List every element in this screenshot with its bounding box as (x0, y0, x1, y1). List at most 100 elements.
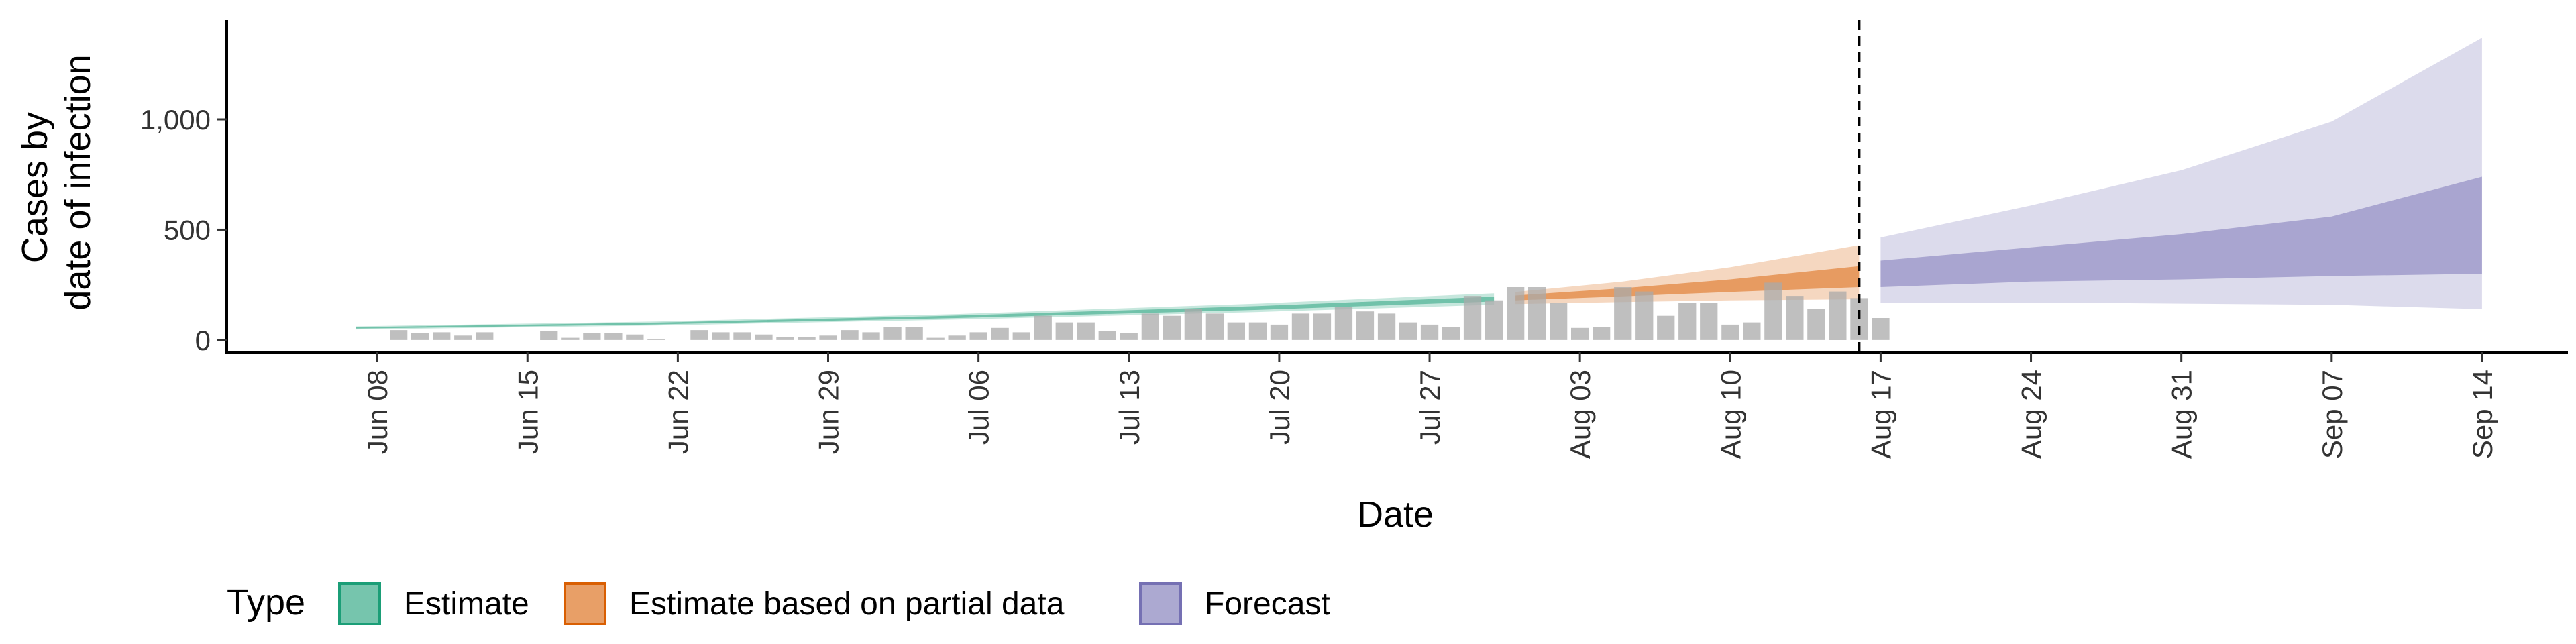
reported-cases-bar (1721, 324, 1739, 340)
x-tick-label: Jul 27 (1414, 370, 1446, 445)
reported-cases-bar (647, 339, 665, 340)
y-tick-label: 1,000 (140, 104, 211, 136)
x-tick-label: Aug 31 (2166, 370, 2198, 459)
reported-cases-bar (776, 337, 794, 340)
y-axis-title-line-1: Cases by (15, 112, 55, 263)
reported-cases-bar (433, 332, 451, 340)
y-axis-title: Cases by date of infection (15, 54, 98, 310)
reported-cases-bar (1420, 324, 1439, 340)
reported-cases-bar (1872, 318, 1890, 340)
reported-cases-bar (1635, 291, 1654, 340)
reported-cases-bar (390, 330, 408, 340)
reported-cases-bar (1141, 313, 1159, 340)
reported-cases-bar (1334, 307, 1353, 340)
legend-swatch-estimate (338, 582, 381, 625)
x-tick-label: Sep 07 (2316, 370, 2348, 459)
estimate-based-on-partial-data-band-50 (1515, 266, 1860, 301)
reported-cases-bar (1550, 303, 1568, 340)
reported-cases-bar (583, 333, 601, 340)
reported-cases-bar (1313, 313, 1332, 340)
x-tick-label: Jun 08 (362, 370, 393, 454)
reported-cases-bar (1184, 309, 1202, 340)
reported-cases-bar (411, 333, 429, 340)
y-tick-label: 0 (195, 325, 211, 356)
reported-cases-bar (1528, 287, 1546, 340)
x-tick-label: Jun 22 (662, 370, 694, 454)
x-axis-title: Date (1357, 494, 1434, 535)
reported-cases-bar (1055, 322, 1073, 340)
legend-swatch-forecast (1139, 582, 1182, 625)
reported-cases-bar (926, 337, 945, 340)
reported-cases-bar (1120, 333, 1138, 340)
reported-cases-bar (755, 334, 773, 340)
reported-cases-bar (1764, 282, 1782, 340)
reported-cases-bar (798, 337, 816, 340)
x-tick-label: Sep 14 (2467, 370, 2498, 459)
reported-cases-bar (476, 332, 494, 340)
reported-cases-bar (1743, 322, 1761, 340)
legend-title: Type (227, 582, 305, 623)
legend-label-estimate: Estimate (404, 586, 529, 622)
legend: Type Estimate Estimate based on partial da… (227, 582, 1330, 625)
y-axis-title-line-2: date of infection (58, 54, 98, 310)
reported-cases-bar (1571, 327, 1589, 340)
reported-cases-bar (1270, 324, 1289, 340)
reported-cases-bar (1356, 311, 1375, 340)
y-tick-label: 500 (164, 214, 211, 246)
reported-cases-bar (561, 337, 580, 340)
x-tick-label: Jul 06 (963, 370, 995, 445)
legend-swatch-estimate-based-on-partial-data (564, 582, 606, 625)
reported-cases-bar (1098, 331, 1116, 340)
x-tick-label: Jun 15 (512, 370, 543, 454)
x-tick-label: Jul 20 (1264, 370, 1295, 445)
reported-cases-bar (626, 334, 644, 340)
reported-cases-bar (1507, 287, 1525, 340)
x-tick-label: Jul 13 (1114, 370, 1145, 445)
reported-cases-bar (862, 332, 880, 340)
reported-cases-bar (540, 331, 558, 340)
reported-cases-bar (712, 332, 730, 340)
legend-label-estimate-based-on-partial-data: Estimate based on partial data (629, 586, 1065, 622)
x-tick-label: Aug 24 (2016, 370, 2047, 459)
reported-cases-bar (1463, 296, 1482, 340)
reported-cases-bar (1678, 303, 1697, 340)
reported-cases-bar (883, 327, 902, 340)
reported-cases-bar (819, 335, 837, 340)
x-tick-label: Jun 29 (813, 370, 845, 454)
reported-cases-bars (390, 282, 1890, 340)
reported-cases-bar (1657, 315, 1675, 340)
reported-cases-bar (1205, 313, 1224, 340)
axes (217, 20, 2568, 362)
reported-cases-bar (1077, 322, 1095, 340)
legend-label-forecast: Forecast (1205, 586, 1330, 622)
reported-cases-bar (454, 335, 472, 340)
reported-cases-bar (1377, 313, 1396, 340)
reported-cases-bar (1614, 287, 1632, 340)
reported-cases-bar (1829, 291, 1847, 340)
reported-cases-bar (1163, 315, 1181, 340)
x-tick-label: Aug 17 (1865, 370, 1896, 459)
reported-cases-bar (1593, 327, 1611, 340)
reported-cases-bar (948, 335, 966, 340)
forecast-band-50 (1880, 176, 2482, 287)
reported-cases-bar (991, 327, 1009, 340)
reported-cases-bar (1399, 322, 1417, 340)
reported-cases-bar (905, 327, 923, 340)
reported-cases-bar (690, 330, 708, 340)
x-tick-label: Aug 03 (1564, 370, 1596, 459)
reported-cases-bar (733, 332, 751, 340)
reported-cases-bar (1012, 332, 1030, 340)
tick-labels: 0 500 1,000 Jun 08 Jun 15 Jun 22 Jun 29 Jul 06 J… (140, 104, 2498, 459)
reported-cases-bar (1786, 296, 1804, 340)
reported-cases-bar (604, 333, 623, 340)
x-tick-label: Aug 10 (1715, 370, 1746, 459)
reported-cases-bar (1442, 327, 1460, 340)
reported-cases-bar (1700, 303, 1718, 340)
reported-cases-bar (841, 330, 859, 340)
reported-cases-bar (1034, 315, 1052, 340)
reported-cases-bar (1227, 322, 1245, 340)
reported-cases-bar (1291, 313, 1310, 340)
uncertainty-bands (356, 38, 2482, 330)
reported-cases-bar (1248, 322, 1267, 340)
